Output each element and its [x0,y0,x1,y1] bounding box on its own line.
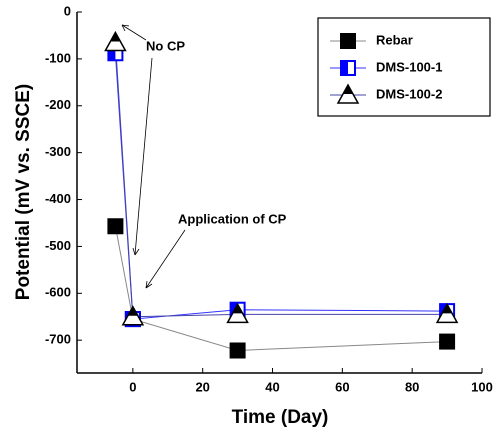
y-tick-label: 0 [64,3,71,18]
marker [226,302,249,324]
marker [107,218,124,235]
marker-half [442,304,453,314]
x-tick-label: 60 [335,379,349,394]
legend-label: Rebar [376,32,413,47]
marker-half [127,306,138,316]
x-tick-label: 80 [405,379,419,394]
marker-half [341,61,348,75]
y-axis-title: Potential (mV vs. SSCE) [13,84,34,300]
y-tick-label: -700 [45,332,71,347]
x-tick-label: 0 [129,379,136,394]
legend-label: DMS-100-2 [376,86,442,101]
marker [439,333,456,350]
y-tick-label: -300 [45,144,71,159]
x-tick-label: 40 [265,379,279,394]
marker-half [232,304,243,314]
y-tick-label: -600 [45,285,71,300]
marker-body [439,333,456,350]
legend-marker [340,33,356,49]
marker-half [108,46,116,61]
marker [121,305,145,326]
annotation: Application of CP [178,211,287,226]
marker [104,30,127,52]
marker-half [110,32,121,42]
marker-body [340,33,356,49]
marker-body [107,218,124,235]
marker [435,302,459,324]
y-tick-label: -400 [45,191,71,206]
x-tick-label: 100 [471,379,493,394]
x-axis-title: Time (Day) [232,407,329,428]
legend-label: DMS-100-1 [376,59,442,74]
series-line [114,42,448,318]
series-line [114,226,448,351]
legend-marker [340,60,356,76]
y-tick-label: -100 [45,50,71,65]
y-tick-label: -500 [45,238,71,253]
x-tick-label: 20 [195,379,209,394]
annotation: No CP [146,38,185,53]
marker-body [229,342,246,359]
marker [229,342,246,359]
marker-half [343,85,353,94]
y-tick-label: -200 [45,97,71,112]
legend-marker [336,83,360,104]
arrows [121,24,186,289]
